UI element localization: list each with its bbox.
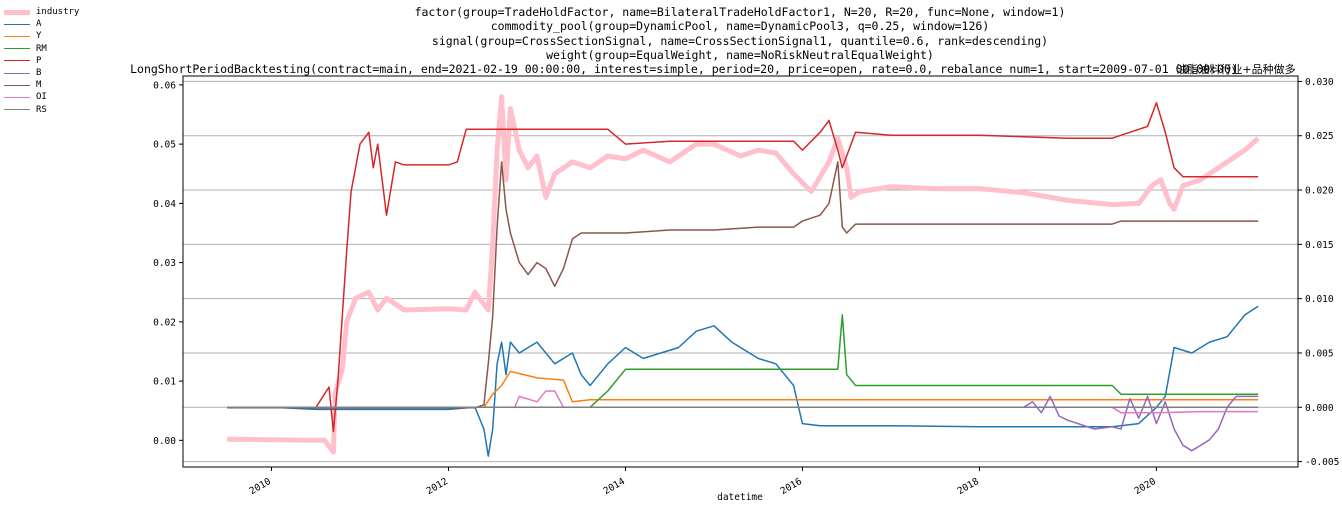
legend-label: M (36, 80, 42, 91)
series-P (227, 101, 1259, 433)
x-tick-label: 2020 (1133, 476, 1159, 497)
legend-item-RM: RM (4, 43, 79, 55)
y-right-tick-label: 0.015 (1305, 240, 1334, 251)
series-M (227, 161, 1259, 409)
title-line-1: factor(group=TradeHoldFactor, name=Bilat… (415, 5, 1066, 19)
legend-item-OI: OI (4, 91, 79, 103)
legend-item-B: B (4, 67, 79, 79)
legend-label: RM (36, 43, 47, 54)
gridlines (183, 80, 1298, 463)
axes-frame (182, 75, 1299, 468)
chart-titles: factor(group=TradeHoldFactor, name=Bilat… (130, 5, 1296, 76)
y-right-tick-label: 0.025 (1305, 131, 1334, 142)
legend-swatch (4, 60, 30, 62)
legend-item-M: M (4, 79, 79, 91)
y-left-tick-label: 0.04 (153, 199, 176, 210)
chart-annotation: 油脂油料行业+品种做多 (1176, 62, 1295, 76)
series-RM (227, 314, 1259, 409)
y-left-tick-label: 0.01 (153, 377, 176, 388)
series-A (227, 305, 1259, 457)
legend-item-industry: industry (4, 6, 79, 18)
x-tick-label: 2016 (779, 476, 805, 497)
legend-label: OI (36, 92, 47, 103)
y-right-tick-label: 0.030 (1305, 77, 1334, 88)
title-line-4: weight(group=EqualWeight, name=NoRiskNeu… (546, 48, 934, 62)
series-industry (227, 94, 1260, 455)
legend-item-Y: Y (4, 30, 79, 42)
legend-label: A (36, 19, 42, 30)
x-tick-label: 2014 (602, 476, 628, 497)
legend-label: P (36, 55, 42, 66)
x-axis-label: datetime (717, 492, 763, 503)
legend-swatch (4, 109, 30, 111)
legend-label: B (36, 68, 42, 79)
y-axis-left: 0.00 0.01 0.02 0.03 0.04 0.05 0.06 (153, 80, 183, 447)
y-left-tick-label: 0.02 (153, 317, 176, 328)
y-right-tick-label: 0.000 (1305, 403, 1334, 414)
x-tick-label: 2012 (425, 476, 450, 497)
x-tick-label: 2010 (248, 476, 274, 497)
y-right-tick-label: 0.010 (1305, 294, 1334, 305)
legend-swatch (4, 35, 30, 37)
legend-item-P: P (4, 55, 79, 67)
plot-area (227, 94, 1260, 457)
legend-swatch (4, 23, 30, 25)
title-line-5: LongShortPeriodBacktesting(contract=main… (130, 62, 1238, 76)
y-axis-right: -0.005 0.000 0.005 0.010 0.015 0.020 0.025 0.03… (1298, 77, 1339, 468)
legend-swatch (4, 48, 30, 50)
legend-swatch (4, 72, 30, 74)
y-right-tick-label: 0.020 (1305, 186, 1334, 197)
title-line-3: signal(group=CrossSectionSignal, name=Cr… (432, 34, 1048, 48)
y-left-tick-label: 0.06 (153, 80, 176, 91)
y-left-tick-label: 0.05 (153, 140, 176, 151)
y-right-tick-label: 0.005 (1305, 348, 1334, 359)
legend-label: industry (36, 7, 80, 18)
title-line-2: commodity_pool(group=DynamicPool, name=D… (491, 19, 990, 33)
x-tick-label: 2018 (956, 476, 982, 497)
legend-label: Y (36, 31, 42, 42)
legend: industry A Y RM P B M OI RS (4, 6, 79, 116)
y-left-tick-label: 0.00 (153, 436, 176, 447)
x-axis: 2010 2012 2014 2016 2018 2020 (248, 467, 1158, 497)
series-Y (227, 370, 1259, 409)
legend-item-A: A (4, 18, 79, 30)
series-B (227, 395, 1259, 452)
y-right-tick-label: -0.005 (1305, 457, 1339, 468)
y-left-tick-label: 0.03 (153, 258, 176, 269)
legend-swatch (4, 96, 30, 98)
legend-swatch (4, 84, 30, 86)
legend-swatch (4, 9, 30, 15)
legend-label: RS (36, 104, 47, 115)
legend-item-RS: RS (4, 104, 79, 116)
